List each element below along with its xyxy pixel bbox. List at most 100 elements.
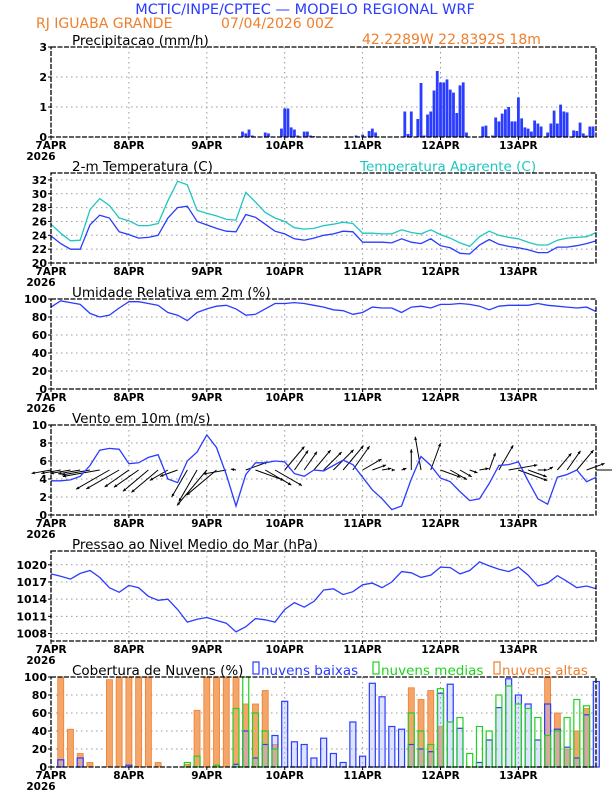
y-tick-label: 20 xyxy=(32,743,48,756)
wind-arrow xyxy=(342,445,364,471)
wind-arrow xyxy=(104,469,130,488)
cloud-legend-low: nuvens baixas xyxy=(252,661,358,679)
rh-panel: 0 20 40 60 80 100 7APR 8APR 9APR 10APR 11APR 12APR 1… xyxy=(24,293,597,415)
cloud-bar-nuvens-altas xyxy=(193,709,201,768)
legend-swatch-low xyxy=(252,661,260,675)
cloud-bar-nuvens-baixas xyxy=(300,743,308,768)
wind-arrow xyxy=(362,458,382,471)
wind-arrow-shaft xyxy=(264,469,292,486)
wind-arrow-head xyxy=(178,498,182,502)
coordinates-label: 42.2289W 22.8392S 18m xyxy=(362,32,541,48)
x-tick-label: 9APR xyxy=(191,266,222,278)
precip-bar xyxy=(507,107,511,137)
wind-arrow xyxy=(537,468,548,472)
precip-bar xyxy=(461,82,465,137)
x-tick-label: 13APR xyxy=(499,644,538,656)
wind-arrow-head xyxy=(360,445,364,450)
cloud-bar-nuvens-baixas xyxy=(368,682,376,768)
wind-arrow-shaft xyxy=(31,469,52,474)
cloud-bar-nuvens-baixas xyxy=(553,728,561,768)
wind-arrow-head xyxy=(338,451,342,456)
wind-arrow-head xyxy=(533,463,538,467)
precip-bar xyxy=(484,125,488,137)
y-tick-label: 1017 xyxy=(16,576,47,589)
x-tick-label: 10APR xyxy=(265,770,304,782)
wind-arrow xyxy=(352,445,370,471)
clouds-frame xyxy=(50,676,597,768)
cloud-bar-nuvens-baixas xyxy=(281,700,289,768)
wind-arrow-shaft xyxy=(104,469,130,488)
cloud-bar-nuvens-baixas xyxy=(261,743,269,768)
wind-arrow xyxy=(409,449,413,470)
precip-bar xyxy=(406,134,410,137)
y-tick-label: 32 xyxy=(32,174,47,187)
wind-arrow-head xyxy=(171,493,175,498)
cloud-bar-nuvens-baixas xyxy=(378,696,386,768)
pressure-series-line-0 xyxy=(50,561,597,633)
x-tick-label: 7APR xyxy=(35,518,66,530)
precip-bar xyxy=(588,126,592,137)
cloud-bar-nuvens-altas xyxy=(67,728,74,768)
precip-bar xyxy=(458,85,462,137)
y-tick-label: 0 xyxy=(39,131,47,144)
precip-bar xyxy=(361,134,364,137)
cloud-bar-nuvens-altas xyxy=(106,679,113,768)
y-tick-label: 3 xyxy=(39,41,47,54)
cloud-bar-nuvens-altas xyxy=(203,676,211,768)
precip-bar xyxy=(354,135,358,137)
precip-bar xyxy=(280,128,283,137)
cloud-bar-nuvens-altas xyxy=(86,762,94,768)
x-tick-label: 13APR xyxy=(499,392,538,404)
cloud-bar-nuvens-baixas xyxy=(349,721,357,768)
cloud-title: Cobertura de Nuvens (%) xyxy=(72,663,243,679)
precip-bar xyxy=(562,111,566,137)
precip-bar xyxy=(241,131,244,137)
y-tick-label: 1 xyxy=(39,101,47,114)
precip-bar xyxy=(539,126,543,137)
wind-arrow-shaft xyxy=(527,469,547,478)
x-tick-label: 10APR xyxy=(265,644,304,656)
apparent-temp-legend: Temperatura Aparente (C) xyxy=(359,159,536,175)
wind-arrow xyxy=(58,469,81,475)
cloud-bar-nuvens-baixas xyxy=(495,706,503,768)
cloud-bar-nuvens-baixas xyxy=(310,757,318,768)
precip-bar xyxy=(267,133,270,137)
wind-arrow-head xyxy=(186,491,191,496)
cloud-bar-nuvens-baixas xyxy=(397,728,406,768)
wind-arrow-head xyxy=(230,468,235,472)
wind-arrow xyxy=(264,469,292,486)
x-tick-label: 10APR xyxy=(265,140,304,152)
wind-arrow-head xyxy=(474,470,478,474)
x-tick-label: 12APR xyxy=(421,392,460,404)
wind-arrow-head xyxy=(378,459,382,462)
precip-bar xyxy=(581,133,585,137)
wind-arrow-shaft xyxy=(58,469,81,475)
precip-bar xyxy=(523,127,527,137)
precip-bar xyxy=(289,127,293,137)
wind-arrow-head xyxy=(590,450,594,454)
precip-bar xyxy=(370,128,374,137)
cloud-bar-nuvens-baixas xyxy=(251,757,260,768)
wind-arrow-shaft xyxy=(176,469,208,506)
precip-panel: 0 1 2 3 7APR 8APR 9APR 10APR 11APR 12APR 13APR 2026 xyxy=(26,41,597,163)
cloud-bar-nuvens-altas xyxy=(154,762,162,768)
wind-arrow-shaft xyxy=(440,469,461,478)
x-tick-label: 9APR xyxy=(191,392,222,404)
precip-bar xyxy=(286,108,290,137)
y-tick-label: 28 xyxy=(32,202,47,215)
wind-arrow-head xyxy=(122,488,127,492)
cloud-bar-nuvens-baixas xyxy=(76,757,84,768)
y-tick-label: 8 xyxy=(39,437,47,450)
x-tick-label: 12APR xyxy=(421,644,460,656)
cloud-bar-nuvens-baixas xyxy=(446,683,454,768)
pressure-frame xyxy=(50,550,597,642)
x-tick-label: 9APR xyxy=(191,140,222,152)
wind-arrow xyxy=(440,469,461,478)
y-tick-label: 80 xyxy=(32,311,48,324)
wind-arrow-shaft xyxy=(342,445,364,471)
wind-arrow xyxy=(449,469,468,481)
cloud-bar-nuvens-baixas xyxy=(582,714,591,768)
precip-bar xyxy=(442,82,446,137)
x-tick-label: 7APR xyxy=(35,140,66,152)
wind-arrow xyxy=(430,442,442,471)
